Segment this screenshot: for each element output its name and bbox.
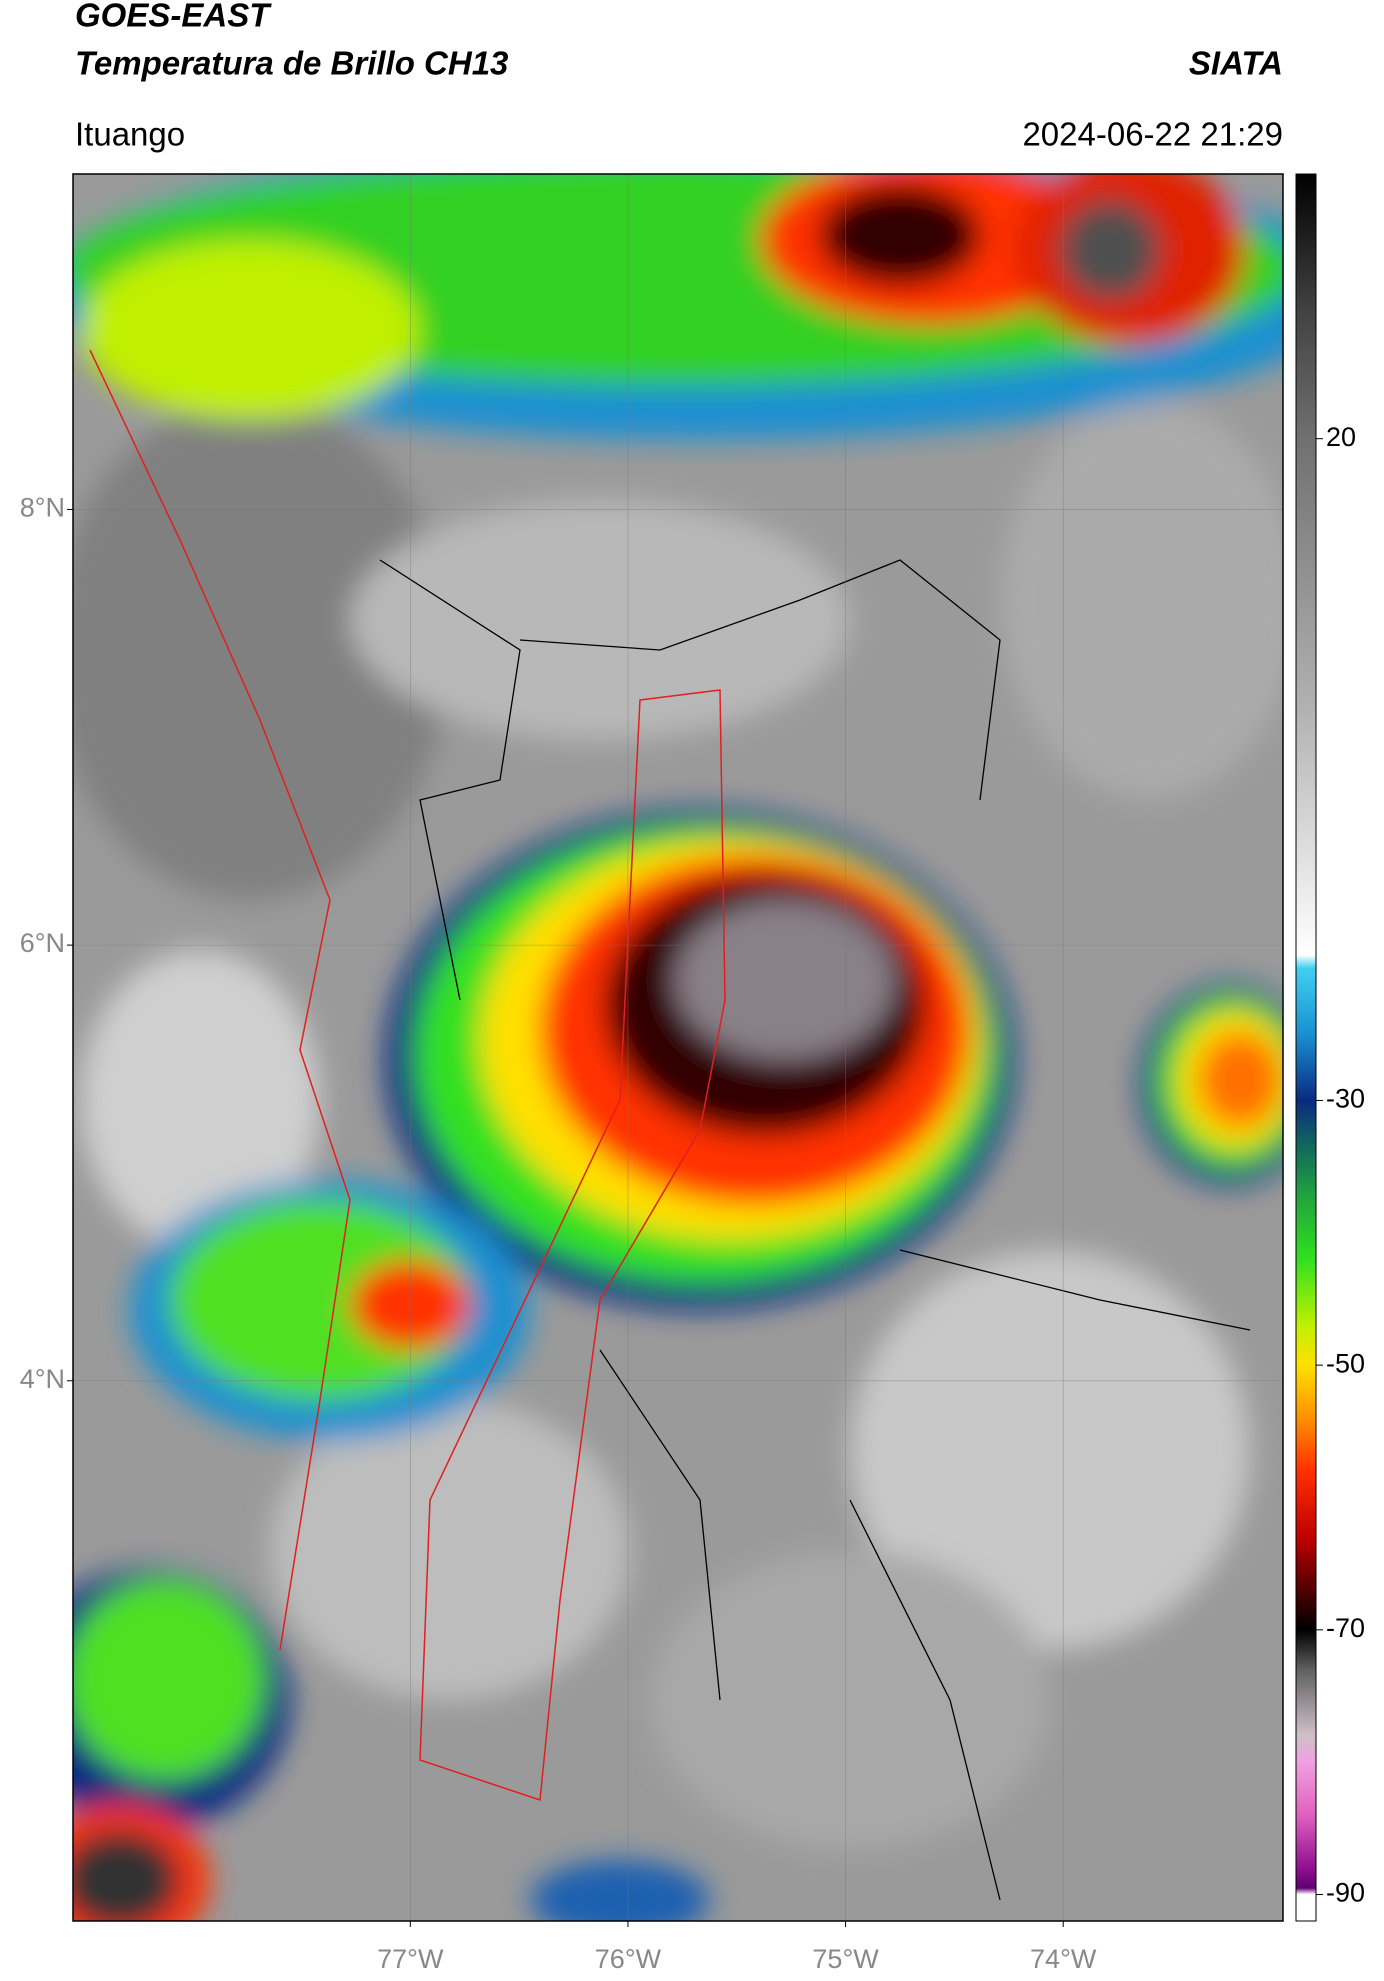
map-frame	[72, 173, 1284, 1922]
cloud-texture	[73, 174, 1283, 1921]
satellite-image	[73, 174, 1283, 1921]
x-tick-label: 77°W	[377, 1944, 444, 1974]
location: Ituango	[75, 116, 185, 153]
coastline	[89, 349, 351, 1651]
colorbar	[1295, 173, 1317, 1922]
colorbar-tick-label: -30	[1326, 1084, 1365, 1114]
subtitle: Temperatura de Brillo CH13	[75, 45, 508, 82]
y-tick-label: 4°N	[20, 1364, 65, 1394]
title: GOES-EAST	[75, 0, 272, 34]
colorbar-tick-label: -70	[1326, 1613, 1365, 1643]
timestamp: 2024-06-22 21:29	[1022, 116, 1283, 153]
x-tick-label: 74°W	[1030, 1944, 1097, 1974]
y-tick-label: 6°N	[20, 928, 65, 958]
y-tick-label: 8°N	[20, 493, 65, 523]
colorbar-tick-label: -50	[1326, 1348, 1365, 1378]
x-tick-label: 76°W	[595, 1944, 662, 1974]
grid	[73, 174, 1283, 1921]
admin-borders	[379, 559, 1251, 1901]
source: SIATA	[1189, 45, 1283, 82]
colorbar-tick-label: 20	[1326, 422, 1356, 452]
x-tick-label: 75°W	[812, 1944, 879, 1974]
department-border	[419, 689, 726, 1802]
colorbar-tick-label: -90	[1326, 1878, 1365, 1908]
